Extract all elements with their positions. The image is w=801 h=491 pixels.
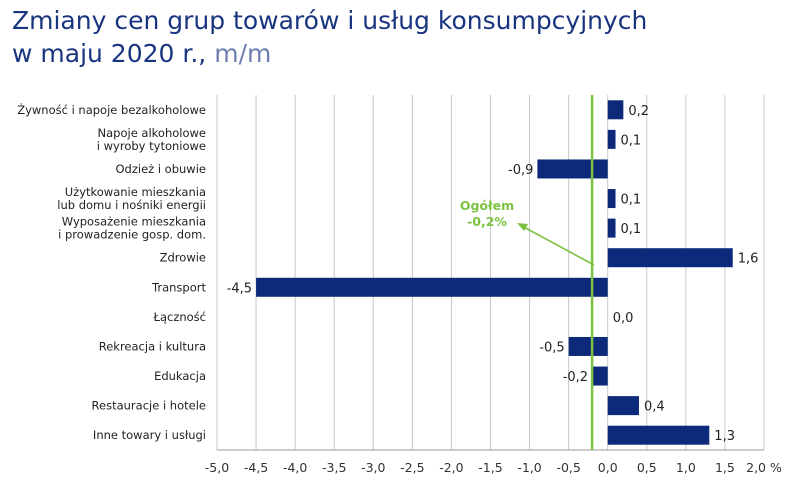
value-label: 0,1 xyxy=(621,133,642,148)
reference-line-group: Ogółem-0,2% xyxy=(460,95,595,450)
bar xyxy=(607,248,733,268)
bar xyxy=(607,100,624,120)
reference-label: Ogółem xyxy=(460,198,514,213)
bars xyxy=(256,100,733,445)
x-tick-label: 1,0 xyxy=(676,460,696,475)
bar xyxy=(607,129,616,149)
value-label: 0,1 xyxy=(621,193,642,208)
x-tick-label: -1,0 xyxy=(517,460,541,475)
category-label: i prowadzenie gosp. dom. xyxy=(58,228,206,242)
x-tick-label: -2,5 xyxy=(400,460,424,475)
x-tick-label: -4,0 xyxy=(283,460,307,475)
value-label: -0,9 xyxy=(508,163,533,178)
bar xyxy=(256,277,608,297)
category-label: Żywność i napoje bezalkoholowe xyxy=(17,102,206,117)
bar xyxy=(607,396,639,416)
category-label: Zdrowie xyxy=(160,251,206,265)
category-label: Inne towary i usługi xyxy=(93,428,206,442)
value-labels: 0,2 0,1 -0,9 0,1 0,1 1,6 -4,5 0,0 -0,5 -0,2 0,4 1,3 xyxy=(227,104,759,444)
value-label: 1,3 xyxy=(714,429,735,444)
bar xyxy=(607,425,710,445)
x-tick-label: -3,5 xyxy=(322,460,346,475)
value-label: 1,6 xyxy=(738,252,759,267)
category-label: i wyroby tytoniowe xyxy=(97,139,206,153)
value-label: -0,2 xyxy=(563,370,588,385)
x-tick-label: -1,5 xyxy=(478,460,502,475)
value-label: 0,2 xyxy=(628,104,649,119)
bar xyxy=(607,218,616,238)
x-tick-labels: -5,0 -4,5 -4,0 -3,5 -3,0 -2,5 -2,0 -1,5 -1,0 -0,5… xyxy=(205,460,782,475)
x-tick-label: -0,5 xyxy=(556,460,580,475)
chart-title-line2: w maju 2020 r., m/m xyxy=(12,37,647,70)
chart-title-unit: m/m xyxy=(214,39,272,68)
category-label: Wyposażenie mieszkania xyxy=(62,215,206,229)
x-tick-label: -3,0 xyxy=(361,460,385,475)
category-label: Łączność xyxy=(152,310,206,324)
bar xyxy=(568,336,608,356)
reference-arrow-line xyxy=(521,225,595,266)
x-tick-label: 1,5 xyxy=(715,460,735,475)
value-label: -0,5 xyxy=(539,340,564,355)
category-label: Napoje alkoholowe xyxy=(98,126,206,140)
bar xyxy=(592,366,608,386)
category-label: Użytkowanie mieszkania xyxy=(65,185,206,199)
value-label: 0,4 xyxy=(644,400,665,415)
x-tick-label: 0,5 xyxy=(637,460,657,475)
x-tick-label: 0,0 xyxy=(598,460,618,475)
gridlines xyxy=(216,95,765,451)
category-label: Restauracje i hotele xyxy=(92,399,206,413)
x-tick-label: -4,5 xyxy=(244,460,268,475)
value-label: 0,1 xyxy=(621,222,642,237)
chart-title-line1: Zmiany cen grup towarów i usług konsumpc… xyxy=(12,6,648,35)
chart-title-date: w maju 2020 r., xyxy=(12,39,207,68)
x-tick-label: -5,0 xyxy=(205,460,229,475)
value-label: -4,5 xyxy=(227,281,252,296)
x-tick-label: -2,0 xyxy=(439,460,463,475)
category-label: Transport xyxy=(151,280,206,294)
reference-value-label: -0,2% xyxy=(467,214,507,229)
category-labels: Żywność i napoje bezalkoholowe Napoje alk… xyxy=(17,102,206,442)
reference-arrow-head xyxy=(517,223,528,231)
category-label: lub domu i nośniki energii xyxy=(57,198,206,212)
x-tick-label: 2,0 % xyxy=(746,460,782,475)
bar xyxy=(607,189,616,209)
value-label: 0,0 xyxy=(613,311,634,326)
chart-title: Zmiany cen grup towarów i usług konsumpc… xyxy=(12,4,647,70)
category-label: Odzież i obuwie xyxy=(115,162,206,176)
category-label: Rekreacja i kultura xyxy=(99,339,206,353)
category-label: Edukacja xyxy=(154,369,206,383)
bar xyxy=(537,159,608,179)
